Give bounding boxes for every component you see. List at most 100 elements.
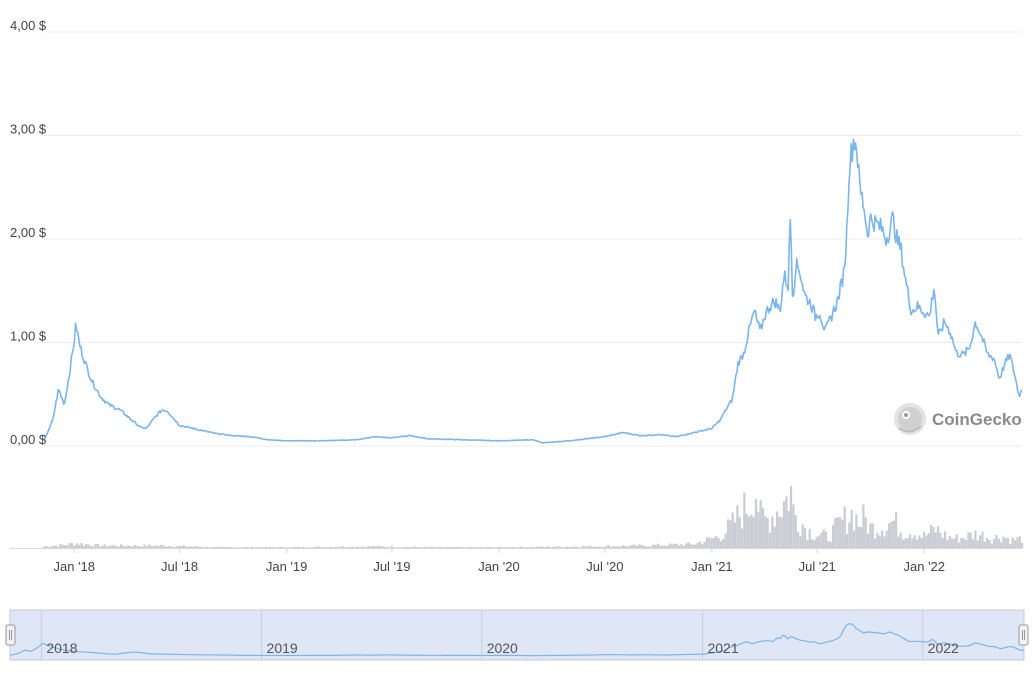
volume-bar <box>748 516 750 548</box>
volume-bar <box>507 547 509 548</box>
volume-bar <box>776 511 778 548</box>
volume-bar <box>937 526 939 548</box>
volume-bar <box>52 546 54 548</box>
volume-bar <box>981 532 983 548</box>
volume-bar <box>984 542 986 548</box>
volume-bar <box>57 547 59 548</box>
volume-bar <box>85 544 87 548</box>
volume-bar <box>514 547 516 548</box>
volume-bar <box>379 546 381 548</box>
volume-bar <box>958 543 960 548</box>
volume-bar <box>400 547 402 548</box>
navigator-left-handle[interactable] <box>6 625 15 645</box>
volume-bar <box>421 548 423 549</box>
volume-bar <box>440 547 442 548</box>
volume-bar <box>463 547 465 548</box>
volume-bar <box>650 546 652 548</box>
volume-bar <box>190 547 192 548</box>
volume-bar <box>78 545 80 548</box>
volume-bar <box>521 547 523 548</box>
x-tick-label: Jan '22 <box>904 559 946 574</box>
volume-bar <box>43 546 45 548</box>
volume-bar <box>939 533 941 548</box>
volume-bar <box>627 546 629 548</box>
volume-bar <box>1009 544 1011 548</box>
volume-bar <box>454 547 456 548</box>
volume-bar <box>202 547 204 548</box>
volume-bar <box>477 547 479 548</box>
volume-bar <box>449 547 451 548</box>
volume-bar <box>213 547 215 548</box>
price-series <box>44 139 1022 443</box>
volume-bar <box>141 547 143 548</box>
volume-bar <box>540 546 542 548</box>
volume-bar <box>311 548 313 549</box>
volume-bar <box>844 507 846 548</box>
volume-bar <box>613 546 615 548</box>
volume-bar <box>923 532 925 548</box>
volume-bar <box>837 517 839 548</box>
volume-bar <box>132 547 134 548</box>
volume-bar <box>498 547 500 548</box>
x-tick-label: Jan '20 <box>478 559 520 574</box>
volume-bar <box>601 547 603 548</box>
volume-bar <box>111 546 113 548</box>
volume-bar <box>66 545 68 548</box>
volume-bar <box>914 535 916 548</box>
volume-bar <box>349 547 351 548</box>
volume-bar <box>965 540 967 548</box>
volume-bar <box>377 546 379 548</box>
volume-bar <box>496 547 498 548</box>
volume-bar <box>505 547 507 548</box>
volume-bar <box>722 539 724 548</box>
watermark-label: CoinGecko <box>932 410 1022 429</box>
volume-bar <box>125 546 127 548</box>
volume-bar <box>792 504 794 548</box>
volume-bar <box>92 546 94 548</box>
volume-bar <box>809 529 811 548</box>
volume-bar <box>428 547 430 548</box>
volume-bar <box>472 547 474 548</box>
volume-bar <box>865 517 867 548</box>
navigator-year-label: 2018 <box>46 640 77 656</box>
volume-bar <box>90 546 92 548</box>
volume-bar <box>813 540 815 548</box>
volume-bar <box>767 518 769 548</box>
volume-bar <box>118 547 120 548</box>
volume-bar <box>73 546 75 548</box>
volume-bar <box>725 533 727 548</box>
grid-lines <box>10 32 1022 549</box>
volume-bar <box>531 547 533 548</box>
volume-bar <box>715 536 717 548</box>
volume-bar <box>386 547 388 548</box>
volume-bar <box>993 539 995 548</box>
volume-bar <box>641 545 643 548</box>
volume-bar <box>150 546 152 548</box>
volume-bar <box>895 512 897 548</box>
volume-bar <box>851 510 853 548</box>
volume-bar <box>171 547 173 548</box>
volume-bar <box>970 533 972 548</box>
volume-bar <box>862 504 864 548</box>
volume-bar <box>648 546 650 548</box>
navigator-right-handle[interactable] <box>1019 625 1028 645</box>
volume-bar <box>181 546 183 548</box>
volume-bar <box>620 547 622 548</box>
y-tick-label: 0,00 $ <box>10 432 47 447</box>
volume-bar <box>806 540 808 548</box>
volume-bar <box>921 538 923 548</box>
volume-bar <box>890 521 892 548</box>
volume-bar <box>778 517 780 548</box>
volume-bar <box>248 547 250 548</box>
volume-bar <box>834 518 836 548</box>
volume-bar <box>174 547 176 548</box>
volume-bar <box>346 547 348 548</box>
volume-bar <box>820 533 822 548</box>
volume-bar <box>573 547 575 548</box>
volume-bar <box>493 547 495 548</box>
volume-bar <box>685 543 687 548</box>
volume-bar <box>62 545 64 548</box>
